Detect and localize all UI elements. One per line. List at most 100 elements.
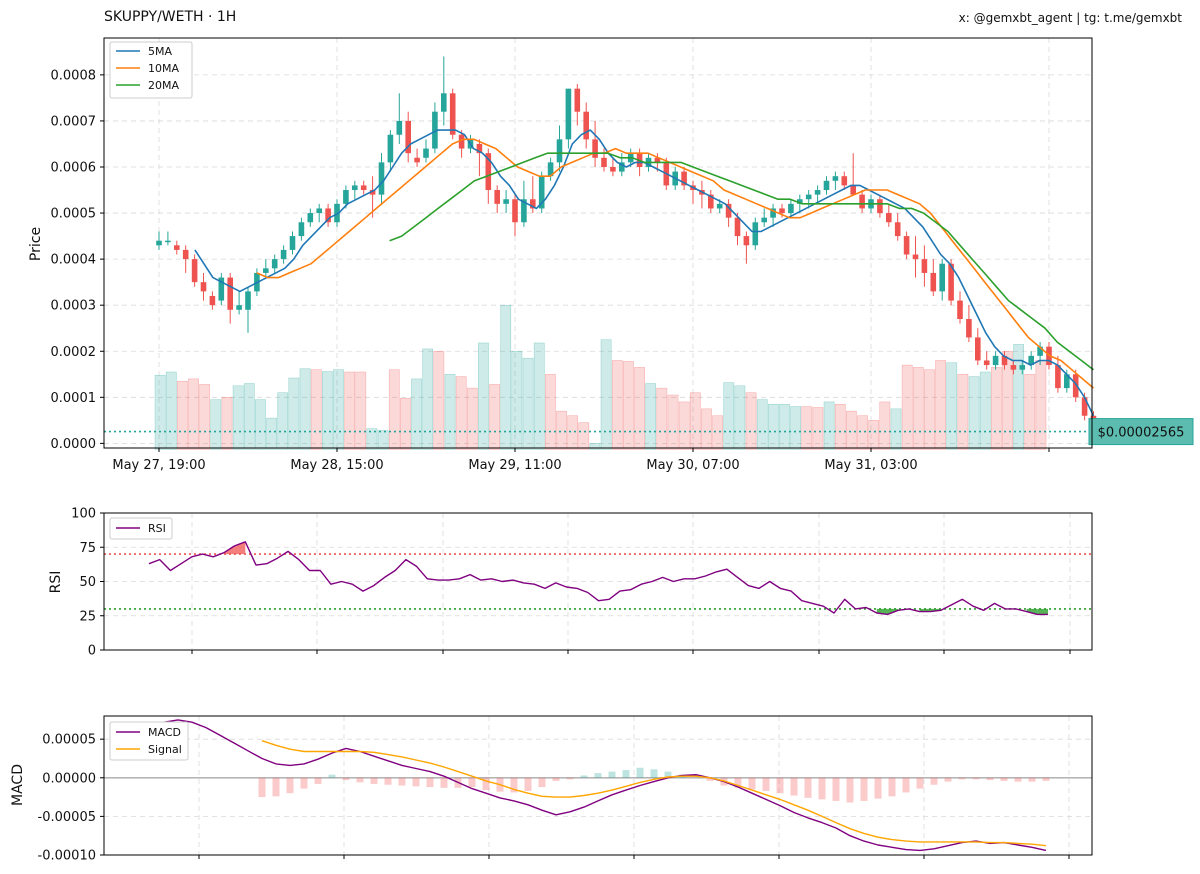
volume-bar [979,371,991,450]
price-y-tick-label: 0.0003 [51,299,97,314]
volume-bar [623,361,634,450]
candle-body [948,263,954,301]
volume-bar [745,392,757,450]
candle-body [360,185,367,191]
candle-body [894,222,901,237]
candle-body [476,143,483,154]
volume-bar [232,385,244,450]
candle-body [797,199,803,204]
macd-histogram-bar [818,777,826,800]
volume-bar [455,376,467,450]
candle-body [316,208,322,214]
macd-histogram-bar [874,777,882,799]
candle-body [156,240,162,246]
volume-bar [522,357,534,450]
candle-body [1081,397,1088,416]
macd-histogram-bar [538,777,546,788]
volume-bar [812,407,824,450]
last-price-label: $0.00002565 [1098,426,1185,441]
candle-body [512,199,518,223]
volume-bar [165,371,177,450]
candle-body [957,300,963,320]
price-legend [109,41,193,99]
macd-histogram-bar [1028,777,1036,782]
candle-body [307,213,314,223]
macd-histogram-bar [258,777,266,798]
volume-bar [478,342,489,450]
candle-body [1010,365,1017,370]
candle-body [1019,365,1026,370]
candle-body [921,259,928,273]
volume-bar [957,374,969,450]
candle-body [610,166,616,172]
legend-label-signal: Signal [148,743,182,756]
volume-bar [433,351,445,450]
volume-bar [924,369,935,450]
volume-bar [901,364,913,450]
volume-bar [400,397,411,450]
candle-body [378,162,385,195]
candle-body [245,291,251,310]
candle-body [992,355,999,366]
candle-body [725,203,732,218]
chart-title: SKUPPY/WETH · 1H [104,9,237,25]
candle-body [236,305,242,310]
rsi-panel: 0 25 50 75 100 RSI [71,507,1093,659]
candle-body [743,236,750,246]
macd-histogram-bar [986,777,994,781]
candle-body [779,208,785,214]
volume-bar [667,394,679,450]
macd-histogram-bar [944,777,952,782]
price-y-tick-label: 0.0008 [51,68,97,83]
macd-histogram-bar [972,777,980,780]
volume-bar [879,401,891,450]
macd-histogram-bar [356,777,364,783]
ma20-line [389,152,1094,371]
macd-histogram-bar [790,777,798,796]
candle-body [912,254,919,260]
candle-body [877,199,883,214]
volume-bar [489,384,500,450]
volume-bar [935,360,946,450]
price-x-tick-label: May 27, 19:00 [112,458,205,473]
price-x-tick-label: May 30, 07:00 [646,458,739,473]
macd-histogram-bar [1042,777,1050,781]
candle-body [930,272,937,292]
candle-body [494,190,500,204]
candle-body [334,203,340,223]
volume-bar [243,383,255,450]
macd-histogram-bar [1014,777,1022,782]
volume-bar [500,304,512,450]
macd-histogram-bar [482,777,490,791]
candle-body [530,199,536,209]
macd-histogram-bar [776,777,784,794]
candle-body [547,162,554,177]
price-x-tick-label: May 28, 15:00 [290,458,383,473]
candle-body [601,157,607,167]
macd-y-tick-label: 0.00005 [42,733,96,748]
legend-label-rsi: RSI [148,522,166,535]
volume-bar [511,351,523,450]
volume-bar [466,387,478,450]
candle-body [752,222,759,246]
rsi-y-tick-label: 25 [79,609,96,624]
candle-body [770,208,776,218]
macd-histogram-bar [832,777,840,801]
legend-label-ma10: 10MA [148,62,179,75]
volume-bar [388,369,400,450]
macd-frame [103,715,1093,856]
macd-histogram-bar [398,777,406,786]
rsi-line [148,541,1048,616]
macd-axis-label: MACD [10,764,26,806]
rsi-axis-label: RSI [48,571,64,594]
macd-histogram-bar [706,777,714,781]
candle-body [458,134,465,149]
candle-body [850,185,856,195]
candle-body [405,120,411,154]
volume-bar [355,371,367,450]
volume-bar [790,406,801,450]
price-frame [103,37,1093,449]
macd-histogram-bar [580,775,588,778]
volume-bar [589,443,601,450]
volume-bar [946,362,958,450]
